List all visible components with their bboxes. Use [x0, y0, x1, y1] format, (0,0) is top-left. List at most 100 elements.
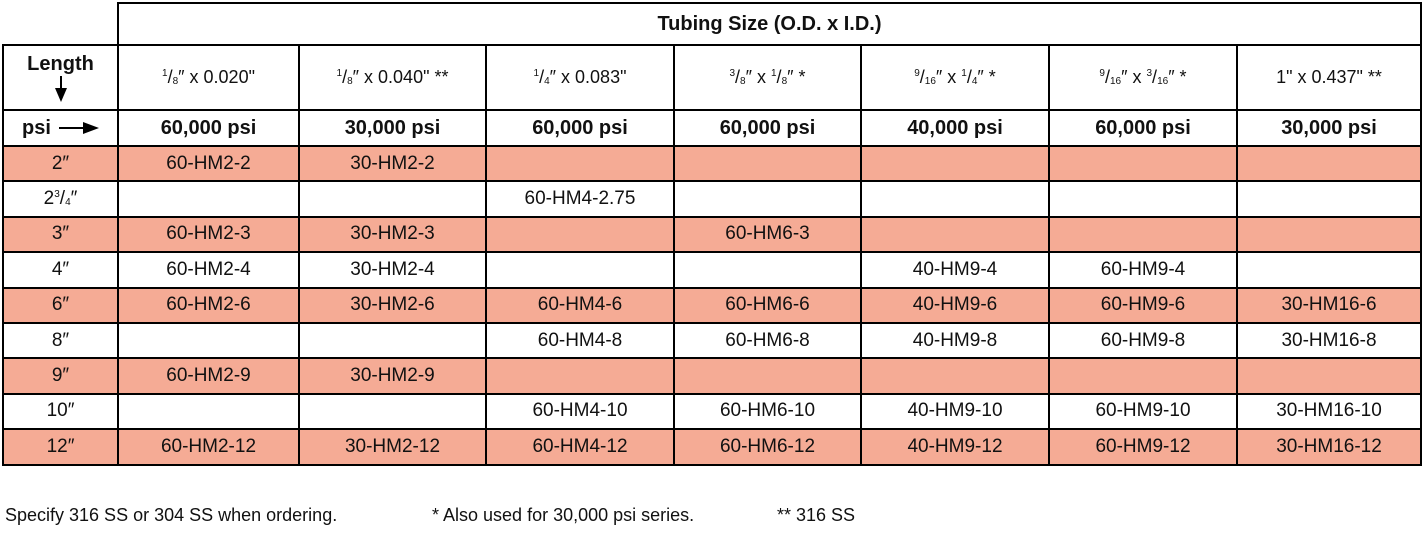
size-header: 3/8″ x 1/8″ * — [673, 44, 862, 111]
part-number: 60-HM4-6 — [485, 286, 675, 324]
length: 8″ — [2, 321, 119, 360]
fraction: 1/8 — [770, 67, 788, 87]
fraction: 1/8 — [336, 67, 353, 87]
text: 2 — [43, 188, 55, 210]
pressure: 60,000 psi — [117, 109, 300, 147]
pressure: 60,000 psi — [485, 109, 675, 147]
part-number: 60-HM4-8 — [485, 321, 675, 360]
text: 4″ — [51, 258, 70, 280]
length: 9″ — [2, 357, 119, 395]
length: 23/4″ — [2, 180, 119, 218]
part-number — [117, 392, 300, 431]
part-number — [298, 392, 487, 431]
part-number: 40-HM9-6 — [860, 286, 1050, 324]
part-number — [860, 357, 1050, 395]
psi-label: psi — [22, 116, 51, 139]
length-head: Length — [2, 44, 119, 111]
text: 6″ — [51, 294, 70, 316]
length: 2″ — [2, 144, 119, 183]
part-number: 60-HM6-12 — [673, 428, 862, 466]
size-header: 9/16″ x 3/16″ * — [1048, 44, 1238, 111]
note: ** 316 SS — [777, 505, 856, 525]
text: 1" x 0.437" ** — [1276, 67, 1382, 87]
text: 2″ — [51, 152, 70, 174]
pressure: 30,000 psi — [1236, 109, 1422, 147]
part-number: 30-HM16-6 — [1236, 286, 1422, 324]
right-arrow — [58, 122, 99, 134]
length: 4″ — [2, 251, 119, 289]
part-number: 40-HM9-4 — [860, 251, 1050, 289]
part-number: 60-HM2-2 — [117, 144, 300, 183]
data-row: 2″ 60-HM2-2 30-HM2-2 — [2, 144, 1422, 183]
fraction: 3/8 — [729, 67, 746, 87]
title-row: Tubing Size (O.D. x I.D.) — [3, 2, 1422, 46]
pressure: 40,000 psi — [860, 109, 1050, 147]
text: ″ * — [977, 67, 996, 87]
data-row: 9″ 60-HM2-9 30-HM2-9 — [2, 357, 1422, 395]
part-number: 60-HM2-12 — [117, 428, 300, 466]
part-number — [673, 357, 862, 395]
part-number — [1048, 180, 1238, 218]
part-number — [485, 144, 675, 183]
part-number — [1236, 215, 1422, 254]
part-number: 60-HM6-10 — [673, 392, 862, 431]
part-number: 60-HM6-8 — [673, 321, 862, 360]
text: ″ x 0.040" ** — [352, 67, 449, 87]
part-number — [1048, 144, 1238, 183]
size-header: 1/4″ x 0.083" — [485, 44, 675, 111]
data-row: 3″ 60-HM2-3 30-HM2-3 60-HM6-3 — [2, 215, 1422, 254]
text: 10″ — [46, 400, 75, 422]
part-number — [1048, 215, 1238, 254]
text: 3″ — [51, 223, 70, 245]
part-number: 30-HM16-12 — [1236, 428, 1422, 466]
part-number: 40-HM9-8 — [860, 321, 1050, 360]
length: 6″ — [2, 286, 119, 324]
part-number — [673, 251, 862, 289]
part-number — [1048, 357, 1238, 395]
fraction: 9/16 — [1099, 67, 1122, 87]
tubing-table: Tubing Size (O.D. x I.D.) Length 1/8″ x … — [2, 2, 1422, 466]
part-number — [1236, 357, 1422, 395]
part-number: 60-HM2-6 — [117, 286, 300, 324]
size-row: Length 1/8″ x 0.020" 1/8″ x 0.040" ** 1/4″… — [2, 44, 1422, 111]
part-number — [1236, 251, 1422, 289]
part-number — [860, 144, 1050, 183]
text: ″ x — [745, 67, 771, 87]
text: ″ * — [787, 67, 806, 87]
length: 10″ — [2, 392, 119, 431]
length-label: Length — [27, 53, 94, 75]
size-header: 1/8″ x 0.040" ** — [298, 44, 487, 111]
fraction: 9/16 — [914, 67, 936, 87]
fraction: 1/4 — [961, 67, 978, 87]
psi-row: psi 60,000 psi 30,000 psi 60,000 psi 60,000… — [2, 109, 1422, 147]
part-number: 30-HM2-12 — [298, 428, 487, 466]
psi-head: psi — [2, 109, 119, 147]
part-number: 30-HM16-10 — [1236, 392, 1422, 431]
part-number — [860, 215, 1050, 254]
part-number: 40-HM9-12 — [860, 428, 1050, 466]
part-number — [485, 215, 675, 254]
table-title: Tubing Size (O.D. x I.D.) — [117, 2, 1422, 46]
length: 12″ — [2, 428, 119, 466]
part-number: 60-HM9-12 — [1048, 428, 1238, 466]
part-number: 40-HM9-10 — [860, 392, 1050, 431]
part-number: 30-HM2-4 — [298, 251, 487, 289]
size-header: 9/16″ x 1/4″ * — [860, 44, 1050, 111]
part-number: 60-HM2-9 — [117, 357, 300, 395]
part-number: 60-HM9-6 — [1048, 286, 1238, 324]
part-number — [1236, 144, 1422, 183]
part-number: 60-HM4-2.75 — [485, 180, 675, 218]
part-number — [1236, 180, 1422, 218]
part-number: 30-HM16-8 — [1236, 321, 1422, 360]
part-number — [117, 321, 300, 360]
part-number: 60-HM6-6 — [673, 286, 862, 324]
part-number — [860, 180, 1050, 218]
size-header: 1/8″ x 0.020" — [117, 44, 300, 111]
part-number: 60-HM2-3 — [117, 215, 300, 254]
part-number: 60-HM6-3 — [673, 215, 862, 254]
part-number: 30-HM2-3 — [298, 215, 487, 254]
part-number — [673, 144, 862, 183]
pressure: 30,000 psi — [298, 109, 487, 147]
part-number: 60-HM9-4 — [1048, 251, 1238, 289]
